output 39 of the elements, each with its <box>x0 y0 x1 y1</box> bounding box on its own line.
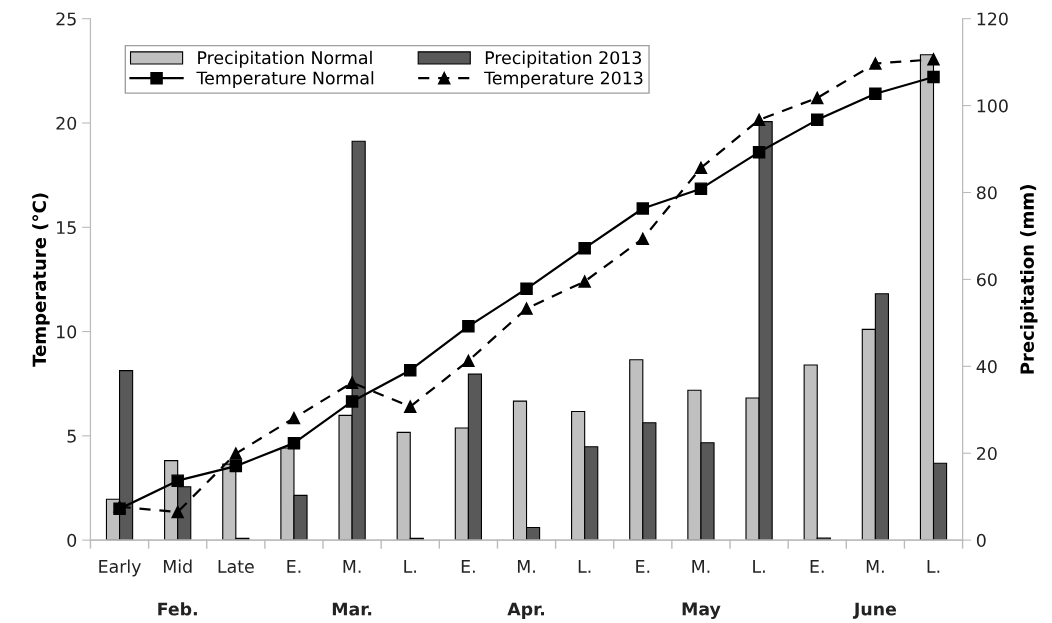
x-tick-label: E. <box>636 560 650 573</box>
x-tick-label: M. <box>517 560 535 573</box>
legend-label: Temperature 2013 <box>484 71 643 88</box>
x-tick-label: Mid <box>163 559 192 574</box>
text: Apr. <box>507 602 545 619</box>
y2-tick-label: 120 <box>977 12 1008 26</box>
x-tick-label: Late <box>218 560 254 574</box>
x-tick-label: L. <box>578 560 591 573</box>
x-tick-label: L. <box>753 560 765 573</box>
y2-tick-label: 80 <box>976 186 997 200</box>
y-axis-title: Temperature (°C) <box>32 193 50 367</box>
x-tick-label: M. <box>692 560 710 573</box>
text: June <box>852 602 897 619</box>
y-tick-label: 0 <box>67 533 77 547</box>
x-tick-label: Early <box>99 559 141 577</box>
y2-axis-title: Precipitation (mm) <box>1020 185 1038 374</box>
y-tick-label: 5 <box>67 429 76 443</box>
y2-tick-label: 40 <box>976 360 997 374</box>
y2-tick-label: 20 <box>977 446 997 461</box>
legend-label: Precipitation 2013 <box>485 50 641 68</box>
legend-label: Temperature Normal <box>196 71 374 88</box>
text: Mar. <box>332 602 372 616</box>
legend-label: Precipitation Normal <box>198 50 372 68</box>
y2-tick-label: 0 <box>976 533 986 547</box>
y2-tick-label: 60 <box>976 273 997 287</box>
x-tick-label: M. <box>866 560 884 573</box>
y2-tick-label: 100 <box>977 99 1008 113</box>
x-tick-label: L. <box>927 560 940 573</box>
y-tick-label: 25 <box>56 12 76 26</box>
x-tick-label: E. <box>287 560 301 573</box>
y-tick-label: 20 <box>56 116 77 130</box>
x-tick-label: L. <box>404 560 416 573</box>
x-tick-label: E. <box>461 560 475 573</box>
text: Feb. <box>158 602 197 616</box>
text: May <box>682 602 721 619</box>
y-tick-label: 15 <box>57 221 76 235</box>
y-tick-label: 10 <box>57 325 77 339</box>
x-tick-label: E. <box>810 560 824 573</box>
x-tick-label: M. <box>343 560 361 573</box>
